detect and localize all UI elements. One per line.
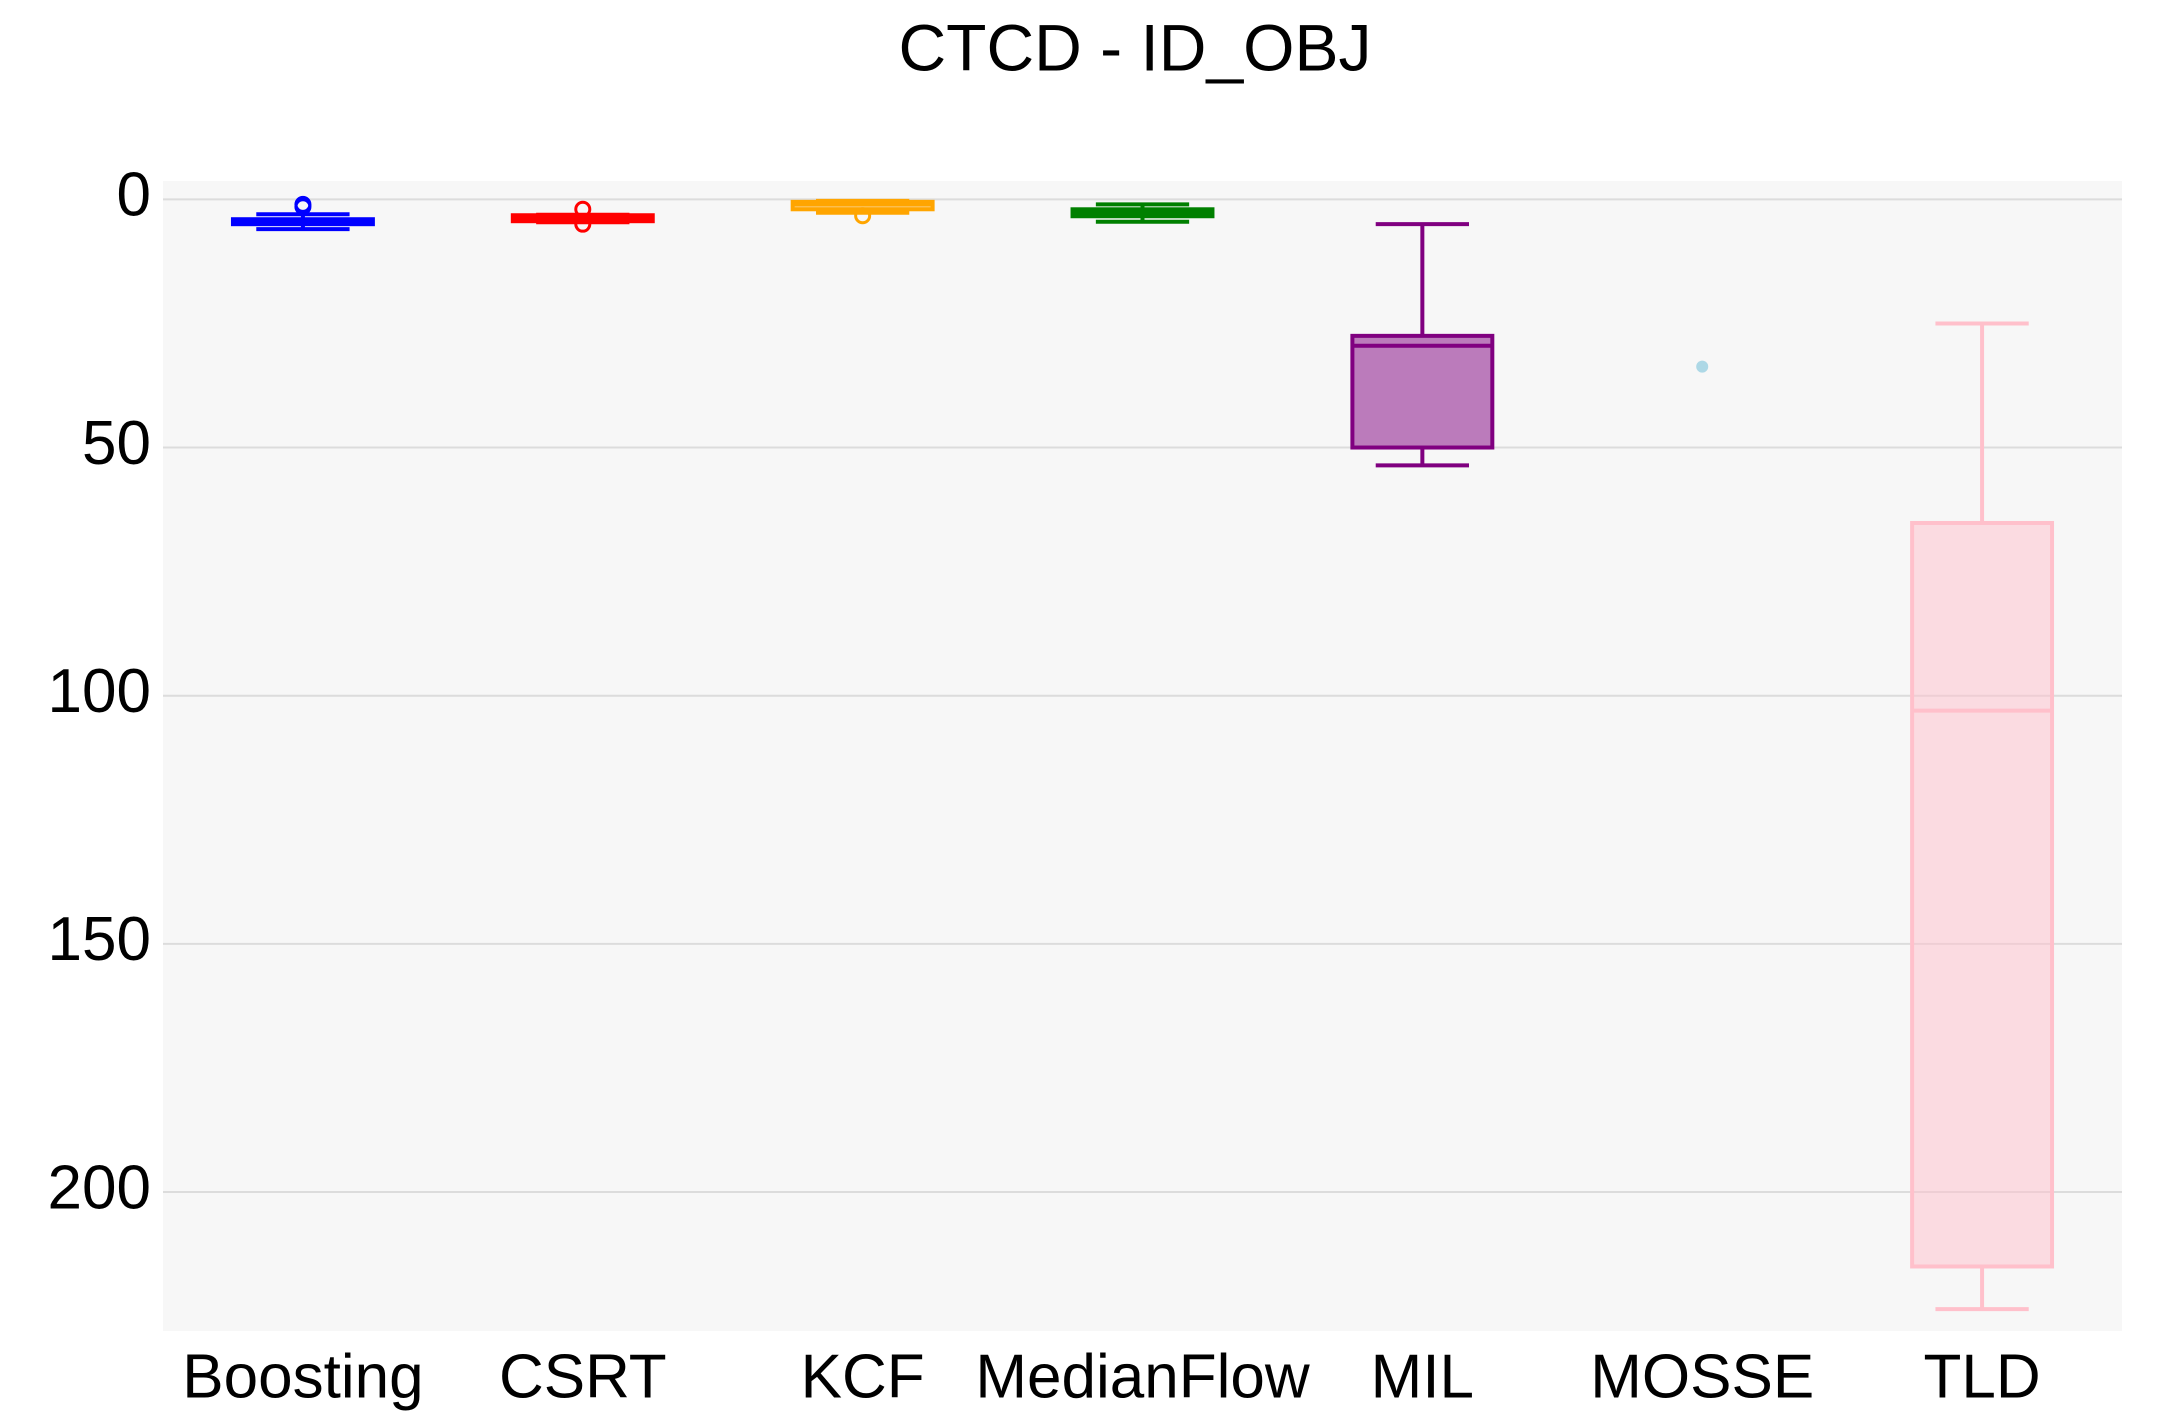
y-tick-label: 100	[48, 657, 151, 726]
outlier	[574, 215, 592, 233]
x-tick-label: Boosting	[182, 1342, 423, 1411]
y-tick-label: 0	[117, 161, 151, 230]
x-tick-label: MOSSE	[1590, 1342, 1814, 1411]
outlier	[294, 198, 312, 216]
x-tick-label: CSRT	[499, 1342, 667, 1411]
x-tick-label: TLD	[1924, 1342, 2041, 1411]
outlier	[854, 207, 872, 225]
chart-title: CTCD - ID_OBJ	[898, 10, 1371, 84]
x-tick-label: KCF	[801, 1342, 925, 1411]
box	[1350, 333, 1495, 450]
outlier	[1696, 360, 1709, 373]
x-tick-label: MedianFlow	[975, 1342, 1309, 1411]
y-tick-label: 50	[82, 409, 151, 478]
plot-area	[163, 181, 2122, 1331]
y-tick-label: 200	[48, 1153, 151, 1222]
box	[1910, 520, 2055, 1269]
y-tick-label: 150	[48, 905, 151, 974]
x-tick-label: MIL	[1371, 1342, 1474, 1411]
